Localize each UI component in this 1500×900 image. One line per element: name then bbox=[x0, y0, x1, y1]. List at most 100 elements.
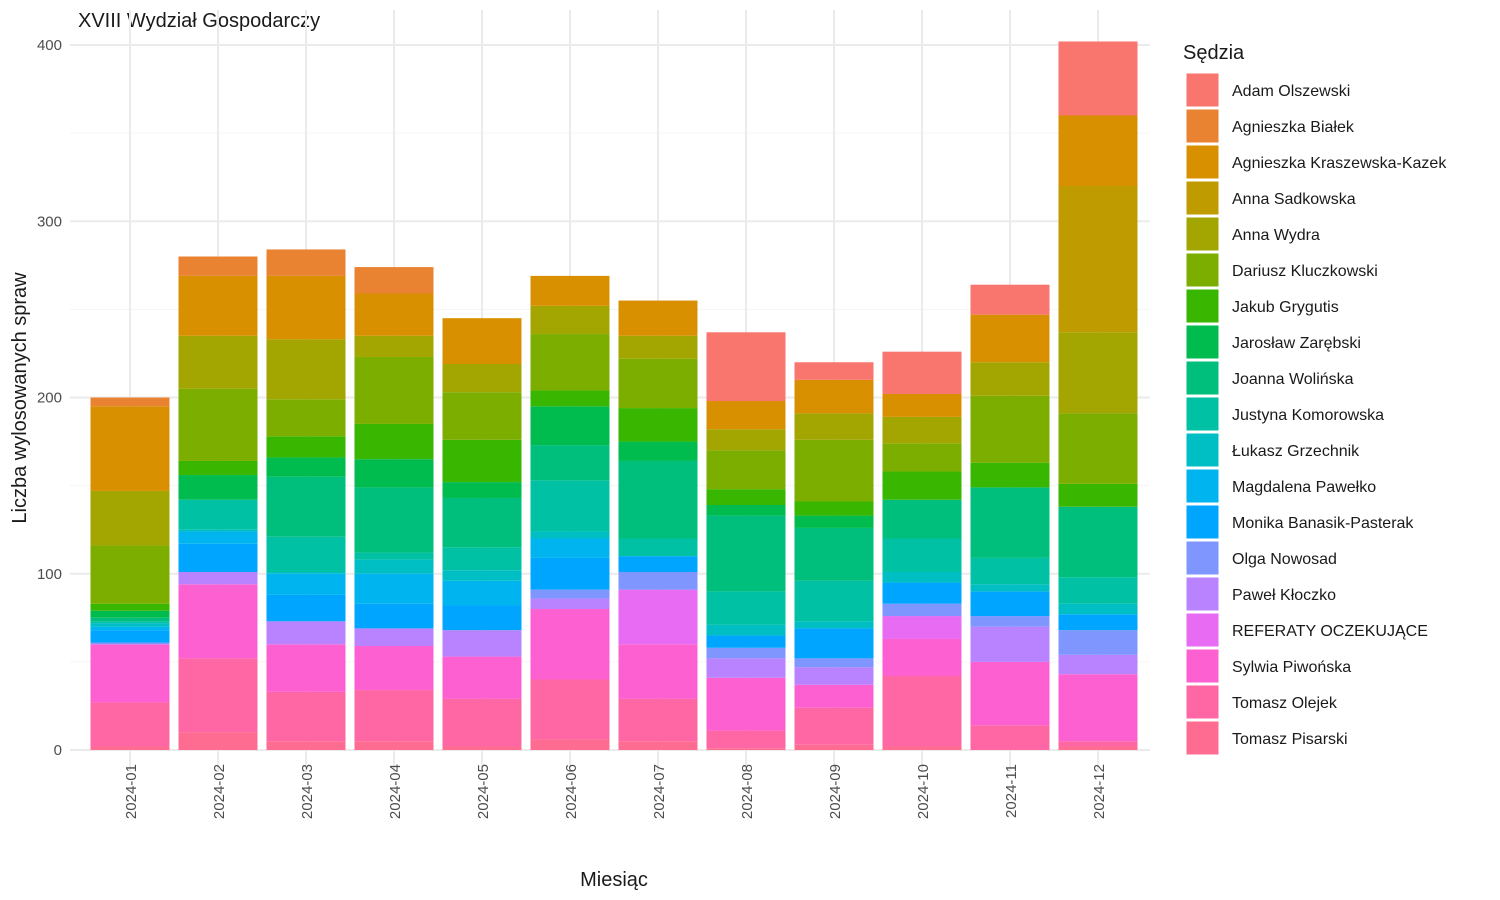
bar-segment: Adam Olszewski — 2024-09: 10 bbox=[794, 362, 874, 380]
bar-segment: Jakub Grygutis — 2024-08: 9 bbox=[706, 489, 786, 506]
bar-segment: Olga Nowosad — 2024-10: 7 bbox=[882, 603, 962, 617]
legend-key bbox=[1185, 108, 1220, 144]
bar-segment: Magdalena Pawełko — 2024-03: 12 bbox=[266, 573, 346, 595]
bar-segment: Agnieszka Białek — 2024-03: 15 bbox=[266, 249, 346, 276]
x-tick-label: 2024-03 bbox=[299, 764, 316, 819]
bar-segment: Łukasz Grzechnik — 2024-02: 1 bbox=[178, 529, 258, 532]
bar-segment: Anna Wydra — 2024-05: 16 bbox=[442, 364, 522, 393]
bar-segment: Anna Wydra — 2024-03: 34 bbox=[266, 339, 346, 400]
bar-segment: Tomasz Olejek — 2024-12: 3 bbox=[1058, 741, 1138, 747]
legend-label: REFERATY OCZEKUJĄCE bbox=[1232, 623, 1428, 640]
bar-segment: Justyna Komorowska — 2024-07: 10 bbox=[618, 538, 698, 557]
bar-stack-2024-08: Tomasz Pisarski — 2024-08: 1Tomasz Oleje… bbox=[706, 332, 786, 750]
bar-segment: Jakub Grygutis — 2024-06: 9 bbox=[530, 390, 610, 407]
bar-segment: Justyna Komorowska — 2024-03: 20 bbox=[266, 536, 346, 572]
bar-segment: Sylwia Piwońska — 2024-11: 36 bbox=[970, 661, 1050, 726]
x-tick-label: 2024-01 bbox=[123, 764, 140, 819]
bar-stack-2024-11: Tomasz Olejek — 2024-11: 14Sylwia Piwońs… bbox=[970, 284, 1050, 750]
x-tick-label: 2024-12 bbox=[1091, 764, 1108, 819]
bar-segment: Sylwia Piwońska — 2024-08: 30 bbox=[706, 677, 786, 731]
bar-segment: Monika Banasik-Pasterak — 2024-12: 9 bbox=[1058, 614, 1138, 631]
legend-label: Paweł Kłoczko bbox=[1232, 587, 1336, 604]
bar-segment: Monika Banasik-Pasterak — 2024-11: 14 bbox=[970, 591, 1050, 617]
legend-item: Łukasz Grzechnik bbox=[1185, 432, 1360, 468]
legend-item: Agnieszka Białek bbox=[1185, 108, 1355, 144]
x-tick-label: 2024-04 bbox=[387, 764, 404, 819]
legend-key bbox=[1185, 504, 1220, 540]
bar-segment: Justyna Komorowska — 2024-06: 29 bbox=[530, 480, 610, 532]
bar-segment: Justyna Komorowska — 2024-12: 15 bbox=[1058, 577, 1138, 604]
bar-segment: Joanna Wolińska — 2024-05: 28 bbox=[442, 497, 522, 548]
bar-segment: Anna Wydra — 2024-06: 16 bbox=[530, 305, 610, 335]
bar-stack-2024-03: Tomasz Pisarski — 2024-03: 5Tomasz Oleje… bbox=[266, 249, 346, 750]
legend-key bbox=[1185, 252, 1220, 288]
bar-segment: Anna Wydra — 2024-04: 12 bbox=[354, 335, 434, 357]
bar-segment: Joanna Wolińska — 2024-08: 43 bbox=[706, 515, 786, 592]
bar-segment: Łukasz Grzechnik — 2024-11: 4 bbox=[970, 584, 1050, 592]
bar-segment: Dariusz Kluczkowski — 2024-01: 33 bbox=[90, 545, 170, 604]
legend-item: Justyna Komorowska bbox=[1185, 396, 1384, 432]
bar-segment: Jakub Grygutis — 2024-07: 19 bbox=[618, 408, 698, 442]
bar-segment: Tomasz Olejek — 2024-06: 34 bbox=[530, 679, 610, 740]
bars: Tomasz Pisarski — 2024-01: 2Tomasz Oleje… bbox=[90, 41, 1138, 750]
bar-segment: Tomasz Pisarski — 2024-08: 1 bbox=[706, 748, 786, 750]
bar-segment: Łukasz Grzechnik — 2024-09: 4 bbox=[794, 621, 874, 629]
bar-segment: Olga Nowosad — 2024-06: 5 bbox=[530, 589, 610, 599]
legend-item: Dariusz Kluczkowski bbox=[1185, 252, 1378, 288]
bar-segment: Olga Nowosad — 2024-01: 1 bbox=[90, 642, 170, 645]
bar-segment: Anna Wydra — 2024-08: 12 bbox=[706, 429, 786, 451]
bar-stack-2024-01: Tomasz Pisarski — 2024-01: 2Tomasz Oleje… bbox=[90, 397, 170, 750]
bar-segment: Sylwia Piwońska — 2024-04: 25 bbox=[354, 646, 434, 691]
legend-item: Olga Nowosad bbox=[1185, 540, 1337, 576]
bar-stack-2024-04: Tomasz Pisarski — 2024-04: 5Tomasz Oleje… bbox=[354, 267, 434, 750]
bar-segment: Justyna Komorowska — 2024-11: 15 bbox=[970, 557, 1050, 585]
legend-label: Anna Sadkowska bbox=[1232, 191, 1356, 208]
legend-key bbox=[1185, 432, 1220, 468]
bar-segment: Łukasz Grzechnik — 2024-05: 6 bbox=[442, 570, 522, 581]
legend-label: Tomasz Pisarski bbox=[1232, 731, 1348, 748]
x-tick-label: 2024-10 bbox=[915, 764, 932, 819]
legend-label: Sylwia Piwońska bbox=[1232, 659, 1351, 676]
legend-label: Magdalena Pawełko bbox=[1232, 479, 1376, 496]
bar-segment: Olga Nowosad — 2024-07: 10 bbox=[618, 571, 698, 590]
bar-segment: Jakub Grygutis — 2024-02: 8 bbox=[178, 460, 258, 476]
bar-segment: Tomasz Olejek — 2024-10: 40 bbox=[882, 675, 962, 747]
legend-label: Monika Banasik-Pasterak bbox=[1232, 515, 1414, 532]
legend-key bbox=[1185, 144, 1220, 180]
bar-segment: Sylwia Piwońska — 2024-07: 31 bbox=[618, 644, 698, 699]
bar-segment: Magdalena Pawełko — 2024-05: 14 bbox=[442, 580, 522, 606]
bar-segment: Olga Nowosad — 2024-09: 5 bbox=[794, 658, 874, 668]
bar-segment: Agnieszka Białek — 2024-04: 15 bbox=[354, 267, 434, 294]
legend-item: Joanna Wolińska bbox=[1185, 360, 1354, 396]
bar-segment: Tomasz Olejek — 2024-07: 24 bbox=[618, 698, 698, 742]
x-tick-label: 2024-02 bbox=[211, 764, 228, 819]
bar-segment: Justyna Komorowska — 2024-09: 23 bbox=[794, 580, 874, 622]
y-tick-label: 200 bbox=[37, 390, 62, 407]
bar-segment: Tomasz Olejek — 2024-04: 29 bbox=[354, 690, 434, 742]
bar-segment: Magdalena Pawełko — 2024-04: 17 bbox=[354, 573, 434, 604]
bar-segment: Anna Wydra — 2024-01: 31 bbox=[90, 490, 170, 546]
legend-key bbox=[1185, 216, 1220, 252]
legend-label: Joanna Wolińska bbox=[1232, 371, 1354, 388]
bar-segment: Agnieszka Kraszewska-Kazek — 2024-08: 16 bbox=[706, 401, 786, 430]
bar-segment: Łukasz Grzechnik — 2024-06: 4 bbox=[530, 531, 610, 539]
bar-segment: Sylwia Piwońska — 2024-05: 24 bbox=[442, 656, 522, 699]
bar-segment: Dariusz Kluczkowski — 2024-10: 16 bbox=[882, 443, 962, 472]
legend-key bbox=[1185, 396, 1220, 432]
bar-segment: Tomasz Pisarski — 2024-10: 2 bbox=[882, 746, 962, 750]
bar-segment: Jarosław Zarębski — 2024-02: 14 bbox=[178, 475, 258, 500]
x-tick-label: 2024-08 bbox=[739, 764, 756, 819]
bar-segment: Jarosław Zarębski — 2024-05: 9 bbox=[442, 482, 522, 498]
bar-segment: Agnieszka Kraszewska-Kazek — 2024-09: 19 bbox=[794, 379, 874, 414]
y-axis-ticks: 0 100 200 300 400 bbox=[37, 37, 62, 759]
bar-segment: Sylwia Piwońska — 2024-01: 33 bbox=[90, 644, 170, 703]
legend-key bbox=[1185, 72, 1220, 108]
x-tick-label: 2024-05 bbox=[475, 764, 492, 819]
bar-segment: Paweł Kłoczko — 2024-02: 7 bbox=[178, 571, 258, 585]
bar-segment: Sylwia Piwońska — 2024-02: 42 bbox=[178, 584, 258, 659]
bar-segment: Paweł Kłoczko — 2024-03: 13 bbox=[266, 621, 346, 645]
legend-label: Olga Nowosad bbox=[1232, 551, 1337, 568]
bar-segment: Adam Olszewski — 2024-12: 42 bbox=[1058, 41, 1138, 116]
bar-segment: Łukasz Grzechnik — 2024-10: 6 bbox=[882, 571, 962, 583]
legend-item: Agnieszka Kraszewska-Kazek bbox=[1185, 144, 1447, 180]
